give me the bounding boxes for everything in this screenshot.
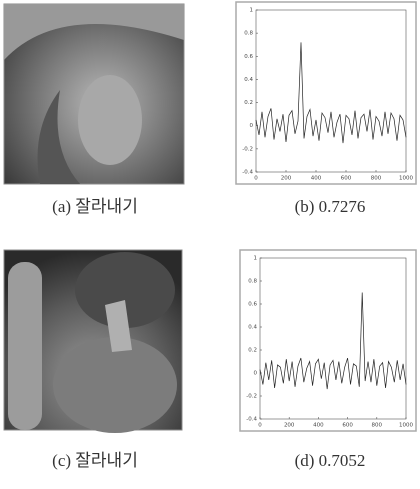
caption: (b) 0.7276 — [295, 197, 366, 216]
y-tick-label: 0.8 — [248, 279, 257, 285]
x-tick-label: 200 — [281, 176, 292, 182]
caption: (d) 0.7052 — [295, 451, 366, 470]
y-tick-label: 0.6 — [244, 54, 253, 60]
photo-a — [4, 4, 184, 184]
x-tick-label: 800 — [372, 423, 383, 429]
caption: (a) 잘라내기 — [52, 197, 138, 216]
x-tick-label: 1000 — [399, 423, 413, 429]
plots: -0.4 -0.2 0 0.2 0.4 0.6 0.8 1 0 200 400 600 800 1000 -… — [236, 2, 416, 431]
plot-frame — [240, 250, 416, 431]
y-tick-label: 0.2 — [248, 348, 257, 354]
x-tick-label: 200 — [284, 423, 295, 429]
x-tick-label: 400 — [313, 423, 324, 429]
y-tick-label: 0.8 — [244, 31, 253, 37]
x-tick-label: 400 — [311, 176, 322, 182]
y-tick-label: 0.4 — [244, 77, 253, 83]
plot-frame — [236, 2, 416, 184]
y-tick-label: 0.2 — [244, 100, 253, 106]
y-tick-label: -0.2 — [242, 146, 253, 152]
y-tick-label: 0 — [254, 371, 258, 377]
x-tick-label: 600 — [341, 176, 352, 182]
y-tick-label: -0.2 — [246, 394, 257, 400]
y-tick-label: 0 — [250, 123, 254, 129]
x-tick-label: 800 — [371, 176, 382, 182]
y-tick-label: -0.4 — [242, 170, 253, 176]
figure: -0.4 -0.2 0 0.2 0.4 0.6 0.8 1 0 200 400 600 800 1000 -… — [0, 0, 420, 484]
y-tick-label: 0.4 — [248, 325, 257, 331]
y-tick-label: -0.4 — [246, 417, 257, 423]
y-tick-label: 0.6 — [248, 302, 257, 308]
caption: (c) 잘라내기 — [52, 451, 138, 470]
x-tick-label: 0 — [258, 423, 262, 429]
x-tick-label: 600 — [342, 423, 353, 429]
y-tick-label: 1 — [250, 8, 254, 14]
y-tick-label: 1 — [254, 256, 258, 262]
x-tick-label: 0 — [254, 176, 258, 182]
photo-c — [4, 250, 182, 433]
x-tick-label: 1000 — [399, 176, 413, 182]
